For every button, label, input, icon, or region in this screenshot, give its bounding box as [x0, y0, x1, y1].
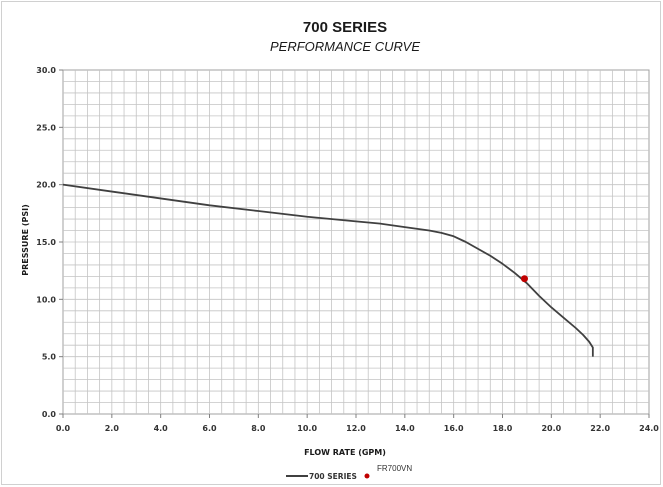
x-tick-label: 18.0 — [493, 424, 513, 433]
plot-series — [62, 183, 594, 357]
chart-legend: 700 SERIES FR700VN — [286, 464, 412, 481]
chart-title: 700 SERIES — [303, 19, 387, 36]
legend-label-series: 700 SERIES — [309, 472, 357, 481]
x-tick-label: 2.0 — [105, 424, 120, 433]
data-point-fr700vn — [520, 275, 528, 283]
x-tick-label: 14.0 — [395, 424, 415, 433]
x-tick-label: 0.0 — [56, 424, 71, 433]
y-tick-label: 0.0 — [42, 410, 57, 419]
x-tick-label: 10.0 — [297, 424, 317, 433]
y-tick-label: 30.0 — [36, 66, 56, 75]
x-tick-label: 22.0 — [590, 424, 610, 433]
axis-ticks: 0.0 2.0 4.0 6.0 8.0 10.0 12.0 14.0 16.0 18.0 20.0 2… — [36, 66, 659, 433]
legend-label-point: FR700VN — [377, 464, 412, 473]
x-tick-label: 20.0 — [541, 424, 561, 433]
legend-marker-swatch — [364, 473, 370, 479]
chart-subtitle: PERFORMANCE CURVE — [270, 39, 420, 54]
y-tick-label: 10.0 — [36, 295, 56, 304]
x-tick-label: 4.0 — [154, 424, 169, 433]
plot-grid — [62, 69, 650, 415]
x-axis-label: FLOW RATE (GPM) — [304, 448, 386, 457]
x-tick-label: 8.0 — [251, 424, 266, 433]
series-line-700-series — [62, 183, 594, 357]
x-tick-label: 6.0 — [202, 424, 217, 433]
y-tick-label: 15.0 — [36, 238, 56, 247]
x-tick-label: 24.0 — [639, 424, 659, 433]
y-tick-label: 5.0 — [42, 353, 57, 362]
y-tick-label: 25.0 — [36, 123, 56, 132]
y-axis-label: PRESSURE (PSI) — [21, 204, 30, 275]
x-tick-label: 16.0 — [444, 424, 464, 433]
y-tick-label: 20.0 — [36, 181, 56, 190]
x-tick-label: 12.0 — [346, 424, 366, 433]
